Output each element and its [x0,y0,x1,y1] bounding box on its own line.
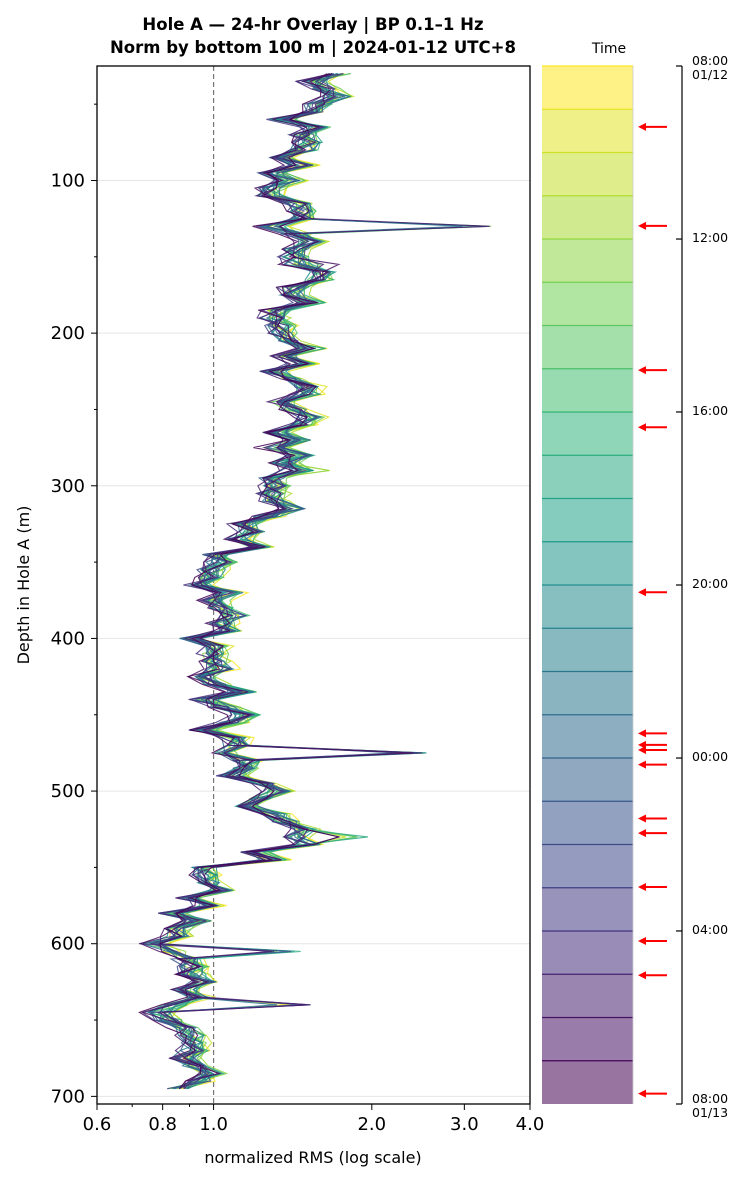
colorbar-axis: 08:00 01/12 12:00 16:00 20:00 00:00 04:00 08:00… [676,53,728,1120]
arrowhead [638,971,646,980]
colorbar-band [542,412,633,456]
time-tick-label: 08:00 01/13 [692,1091,728,1120]
chart-title-line1: Hole A — 24-hr Overlay | BP 0.1–1 Hz [142,15,483,35]
y-axis: 100 200 300 400 500 600 700 [51,103,97,1107]
x-tick-label: 0.6 [83,1114,112,1135]
y-tick-label: 200 [51,323,85,344]
colorbar-band [542,282,633,326]
colorbar-band [542,498,633,542]
colorbar-band [542,844,633,888]
colorbar-band [542,455,633,499]
arrowhead [638,746,646,755]
x-tick-label: 3.0 [450,1114,479,1135]
x-axis: 0.6 0.8 1.0 2.0 3.0 4.0 [83,1104,545,1135]
time-tick-label: 04:00 [692,922,728,937]
y-tick-label: 700 [51,1086,85,1107]
colorbar-band [542,195,633,239]
axes-frame [96,65,531,1105]
colorbar-bands [542,65,634,1104]
x-tick-label: 0.8 [148,1114,177,1135]
arrowhead [638,883,646,892]
arrowhead [638,221,646,230]
y-tick-label: 400 [51,628,85,649]
y-tick-label: 600 [51,934,85,955]
colorbar-band [542,758,633,802]
time-tick-label: 12:00 [692,230,728,245]
series-line [139,73,414,1089]
series-line [158,73,397,1090]
time-tick-label: 16:00 [692,403,728,418]
y-tick-label: 500 [51,781,85,802]
series-line [138,73,341,1090]
colorbar-band [542,887,633,931]
x-tick-label: 2.0 [357,1114,386,1135]
y-tick-label: 300 [51,476,85,497]
colorbar-band [542,66,633,110]
series-lines [138,73,492,1090]
colorbar-band [542,931,633,975]
colorbar-label: Time [591,41,626,57]
arrowhead [638,937,646,946]
colorbar-band [542,109,633,153]
colorbar-band [542,325,633,369]
time-tick-label: 20:00 [692,576,728,591]
colorbar-band [542,714,633,758]
colorbar-band [542,1060,633,1104]
x-tick-label: 1.0 [199,1114,228,1135]
y-tick-label: 100 [51,170,85,191]
colorbar-band [542,239,633,283]
colorbar-band [542,801,633,845]
time-tick-label: 00:00 [692,749,728,764]
colorbar-band [542,1017,633,1061]
colorbar-band [542,974,633,1018]
arrowhead [638,588,646,597]
colorbar-band [542,628,633,672]
plot-area: 0.6 0.8 1.0 2.0 3.0 4.0 100 200 300 400 500 600 700 [51,65,545,1135]
arrowhead [638,1089,646,1098]
arrowhead [638,122,646,131]
arrowhead [638,423,646,432]
colorbar-band [542,152,633,196]
colorbar: Time 08:00 01/12 12:00 16:00 20:00 00:00 04:00… [542,41,728,1120]
x-tick-label: 4.0 [516,1114,545,1135]
arrowhead [638,829,646,838]
colorbar-band [542,541,633,585]
colorbar-band [542,671,633,715]
arrowhead [638,740,646,749]
chart-title-line2: Norm by bottom 100 m | 2024-01-12 UTC+8 [110,38,516,58]
colorbar-band [542,368,633,412]
arrowhead [638,366,646,375]
y-axis-label: Depth in Hole A (m) [14,506,33,665]
arrowhead [638,760,646,769]
colorbar-band [542,585,633,629]
x-axis-label: normalized RMS (log scale) [204,1148,421,1167]
colorbar-arrows [638,122,667,1098]
time-tick-label: 08:00 01/12 [692,53,728,82]
arrowhead [638,814,646,823]
arrowhead [638,729,646,738]
